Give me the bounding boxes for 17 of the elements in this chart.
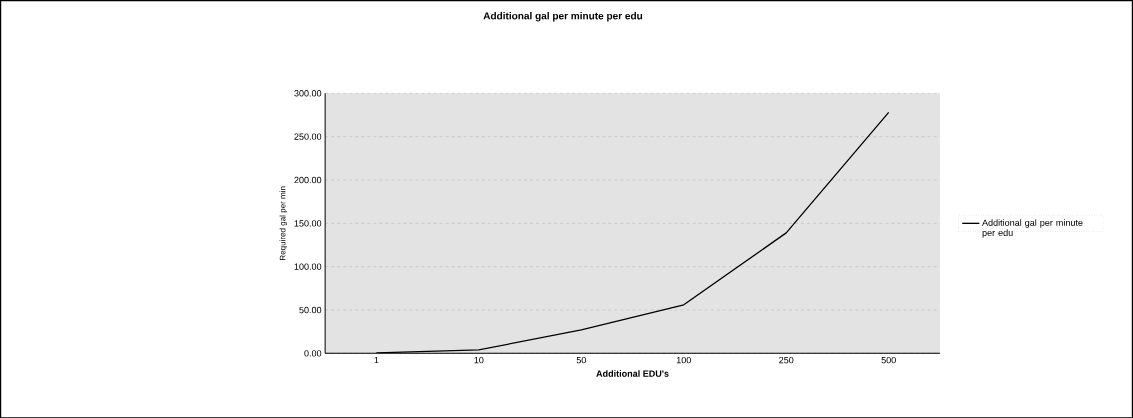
x-axis-title: Additional EDU's <box>596 369 669 377</box>
y-tick-label: 50.00 <box>299 306 322 313</box>
x-tick-label: 250 <box>779 356 794 364</box>
legend-label: Additional gal per minute per edu <box>982 219 1083 238</box>
y-tick-label: 200.00 <box>294 176 322 183</box>
x-tick-label: 50 <box>576 356 586 364</box>
y-tick-label: 0.00 <box>304 349 322 357</box>
y-tick-label: 150.00 <box>294 219 322 227</box>
x-tick-label: 500 <box>881 356 896 364</box>
x-tick-label: 100 <box>676 356 691 364</box>
y-tick-label: 300.00 <box>294 89 322 97</box>
y-tick-label: 100.00 <box>294 263 322 270</box>
y-tick-label: 250.00 <box>294 133 322 140</box>
chart-title: Additional gal per minute per edu <box>483 11 643 22</box>
x-tick-label: 10 <box>474 356 484 364</box>
y-axis-title: Required gal per min <box>279 186 288 260</box>
x-tick-label: 1 <box>374 356 379 363</box>
